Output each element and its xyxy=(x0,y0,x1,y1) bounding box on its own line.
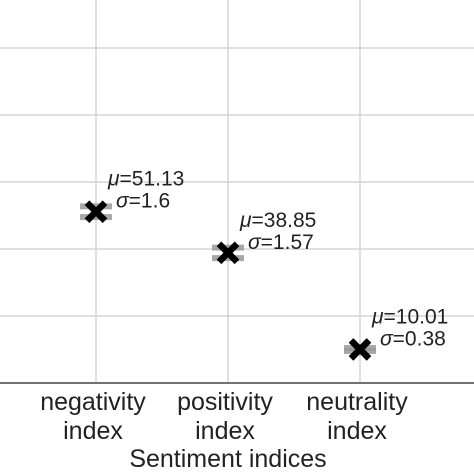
mu-value: =38.85 xyxy=(252,209,317,232)
sigma-symbol: σ xyxy=(116,190,130,213)
std-label: σ=1.6 xyxy=(116,190,170,213)
x-marker xyxy=(216,241,240,265)
mean-label: μ=10.01 xyxy=(371,305,448,328)
mu-symbol: μ xyxy=(239,209,252,232)
stat-annotation: μ=51.13σ=1.6 xyxy=(107,168,184,213)
x-tick-label-line: index xyxy=(327,417,387,445)
data-point xyxy=(212,241,244,265)
x-tick-label-line: neutrality xyxy=(306,388,408,416)
x-tick-label-line: positivity xyxy=(177,388,273,416)
x-tick-label: positivity index xyxy=(177,388,273,445)
mu-symbol: μ xyxy=(107,168,120,191)
error-band-upper xyxy=(212,244,244,251)
error-band-lower xyxy=(80,214,112,221)
x-tick-label-line: negativity xyxy=(40,388,146,416)
x-tick-label-line: index xyxy=(63,417,123,445)
x-marker xyxy=(348,338,372,361)
data-point xyxy=(344,338,376,361)
sigma-symbol: σ xyxy=(248,231,262,254)
x-tick-label: negativity index xyxy=(40,388,146,445)
std-label: σ=1.57 xyxy=(248,231,314,254)
error-band-upper xyxy=(80,203,112,210)
x-axis-title: Sentiment indices xyxy=(129,445,326,473)
data-point xyxy=(80,200,112,224)
sigma-value: =1.57 xyxy=(261,231,314,254)
error-band-lower xyxy=(212,255,244,262)
data-marks xyxy=(80,200,376,361)
mu-value: =10.01 xyxy=(384,305,449,328)
mean-label: μ=51.13 xyxy=(107,168,184,191)
mu-value: =51.13 xyxy=(120,168,185,191)
x-tick-label-line: index xyxy=(195,417,255,445)
sigma-symbol: σ xyxy=(380,327,394,350)
std-label: σ=0.38 xyxy=(380,327,446,350)
data-annotations: μ=51.13σ=1.6μ=38.85σ=1.57μ=10.01σ=0.38 xyxy=(107,168,448,351)
mu-symbol: μ xyxy=(371,305,384,328)
sigma-value: =0.38 xyxy=(393,327,446,350)
x-marker xyxy=(84,200,108,224)
x-tick-label: neutrality index xyxy=(306,388,408,445)
stat-annotation: μ=10.01σ=0.38 xyxy=(371,305,448,350)
mean-label: μ=38.85 xyxy=(239,209,316,232)
sigma-value: =1.6 xyxy=(129,190,170,213)
stat-annotation: μ=38.85σ=1.57 xyxy=(239,209,316,254)
